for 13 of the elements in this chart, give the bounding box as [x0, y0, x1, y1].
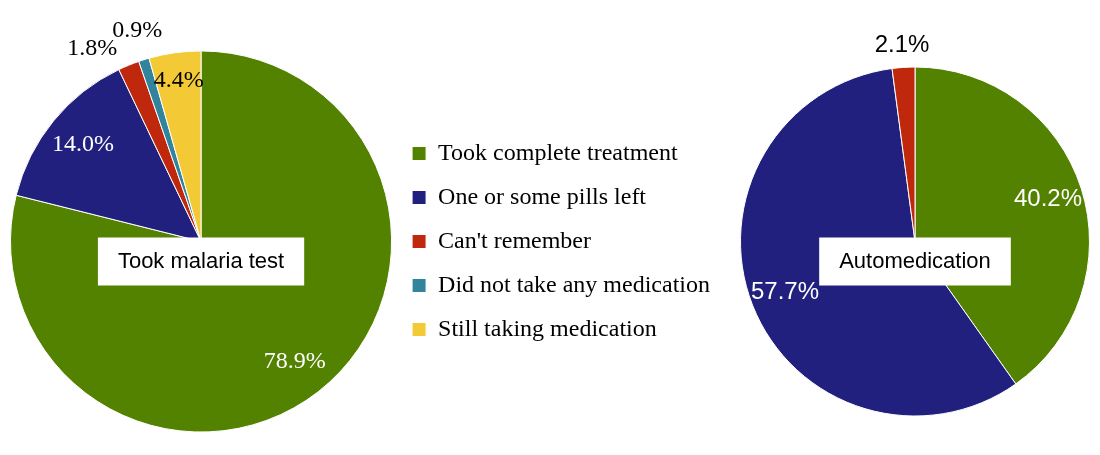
- legend-label: Took complete treatment: [438, 138, 678, 165]
- legend-label: Still taking medication: [438, 314, 657, 341]
- data-label: 2.1%: [874, 30, 930, 58]
- text: Took malaria test: [117, 247, 285, 273]
- legend-label: Can't remember: [438, 226, 592, 253]
- legend-label: One or some pills left: [438, 182, 647, 209]
- data-label: 78.9%: [263, 346, 326, 373]
- data-label: 40.2%: [1014, 183, 1083, 211]
- legend-label: Did not take any medication: [438, 270, 710, 297]
- data-label: 57.7%: [751, 277, 820, 305]
- data-label: 0.9%: [112, 16, 163, 43]
- data-label: 14.0%: [51, 130, 114, 157]
- text: Automedication: [839, 247, 991, 273]
